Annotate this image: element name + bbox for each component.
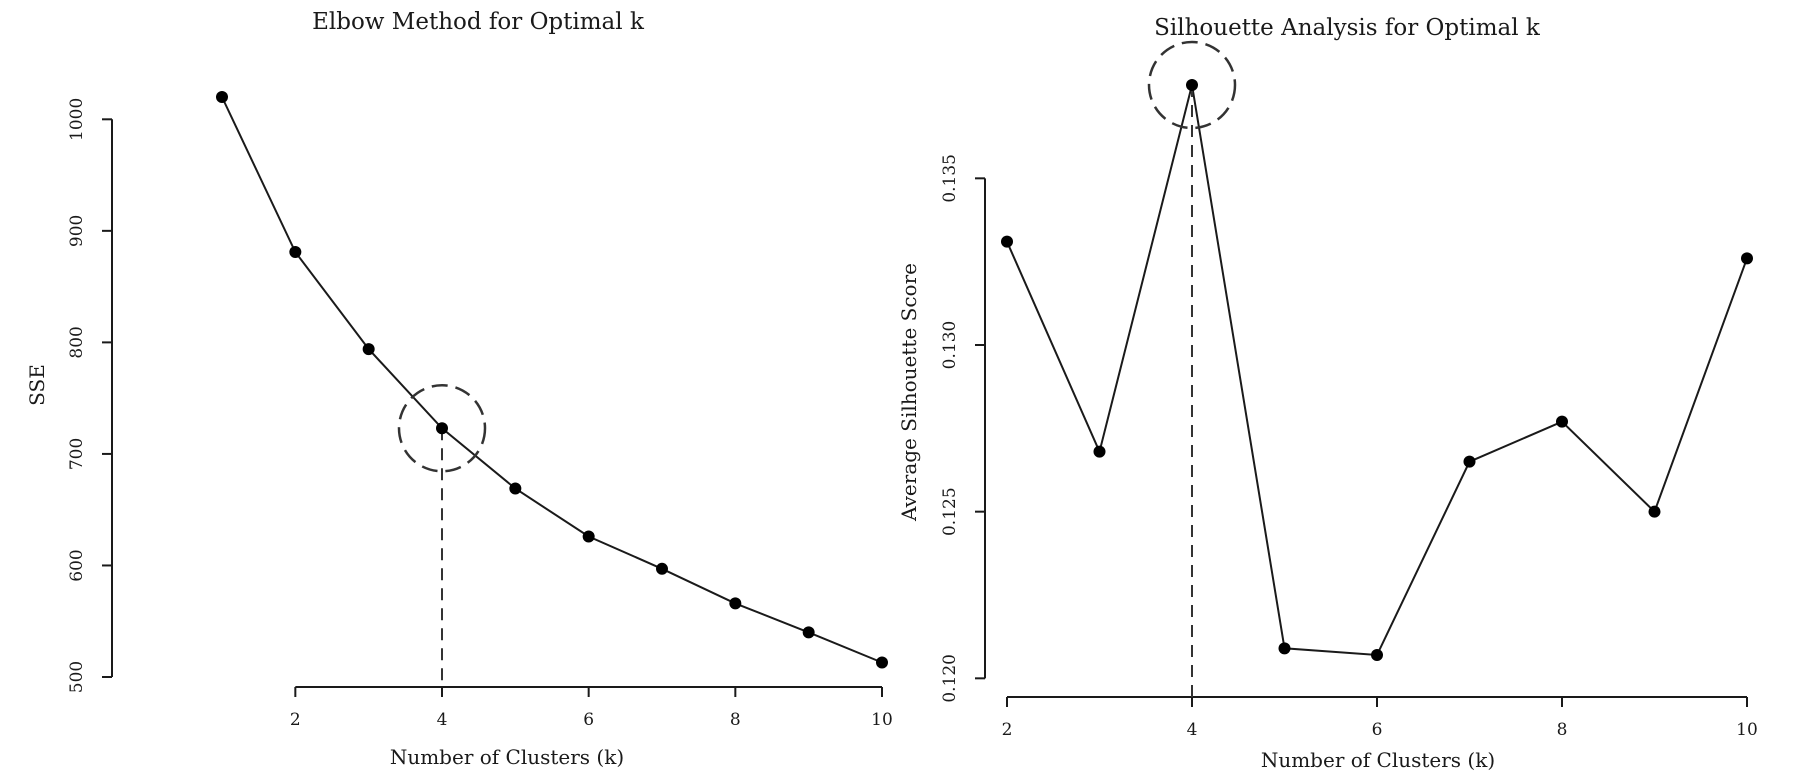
y-tick-label: 0.125: [940, 487, 960, 536]
silhouette-chart: Silhouette Analysis for Optimal k Number…: [897, 15, 1758, 772]
x-tick-label: 6: [583, 710, 594, 730]
data-point: [1093, 445, 1106, 458]
x-tick-label: 4: [1187, 720, 1198, 740]
optimal-k-highlight-circle: [397, 384, 487, 473]
y-tick-label: 0.135: [940, 154, 960, 203]
data-point: [1001, 235, 1013, 248]
data-point: [216, 91, 228, 103]
optimal-k-highlight-circle: [1147, 40, 1237, 130]
data-point: [289, 246, 302, 259]
x-tick-label: 8: [730, 710, 741, 730]
y-tick-label: 600: [67, 549, 87, 581]
series-line: [1006, 84, 1748, 657]
data-point: [509, 482, 522, 495]
chart-title: Elbow Method for Optimal k: [312, 9, 645, 35]
data-point: [1278, 642, 1291, 655]
data-point: [656, 562, 668, 575]
plot-area: 2 4 6 8 10 500 600 700 800 900 1000: [67, 91, 893, 730]
data-point: [1371, 649, 1383, 661]
y-tick-label: 700: [67, 438, 87, 470]
y-tick-label: 800: [67, 326, 87, 358]
x-tick-label: 8: [1557, 720, 1568, 740]
y-axis-label: Average Silhouette Score: [897, 263, 921, 522]
data-point: [1186, 79, 1198, 91]
y-tick-label: 1000: [67, 98, 87, 141]
x-axis-label: Number of Clusters (k): [1261, 748, 1495, 772]
x-tick-label: 2: [290, 710, 301, 730]
data-point: [1463, 455, 1476, 468]
x-tick-label: 4: [437, 710, 448, 730]
y-tick-label: 0.130: [940, 321, 960, 370]
x-tick-label: 6: [1372, 720, 1383, 740]
data-point: [362, 343, 375, 356]
y-tick-label: 500: [67, 661, 87, 693]
y-tick-label: 0.120: [940, 654, 960, 703]
x-tick-label: 10: [1736, 720, 1758, 740]
elbow-chart: Elbow Method for Optimal k Number of Clu…: [25, 9, 893, 769]
data-point: [876, 656, 888, 669]
x-axis-label: Number of Clusters (k): [390, 745, 624, 769]
chart-title: Silhouette Analysis for Optimal k: [1154, 15, 1541, 41]
data-point: [436, 422, 448, 435]
data-point: [729, 597, 742, 610]
plot-area: 2 4 6 8 10 0.120 0.125 0.130 0.135: [940, 40, 1758, 740]
data-point: [1648, 505, 1661, 518]
data-point: [802, 626, 815, 639]
x-tick-label: 10: [871, 710, 893, 730]
y-axis-label: SSE: [25, 364, 49, 406]
y-tick-label: 900: [67, 215, 87, 247]
data-point: [582, 530, 595, 543]
x-tick-label: 2: [1002, 720, 1013, 740]
data-point: [1556, 415, 1568, 428]
data-point: [1741, 252, 1753, 265]
series-line: [221, 96, 883, 664]
